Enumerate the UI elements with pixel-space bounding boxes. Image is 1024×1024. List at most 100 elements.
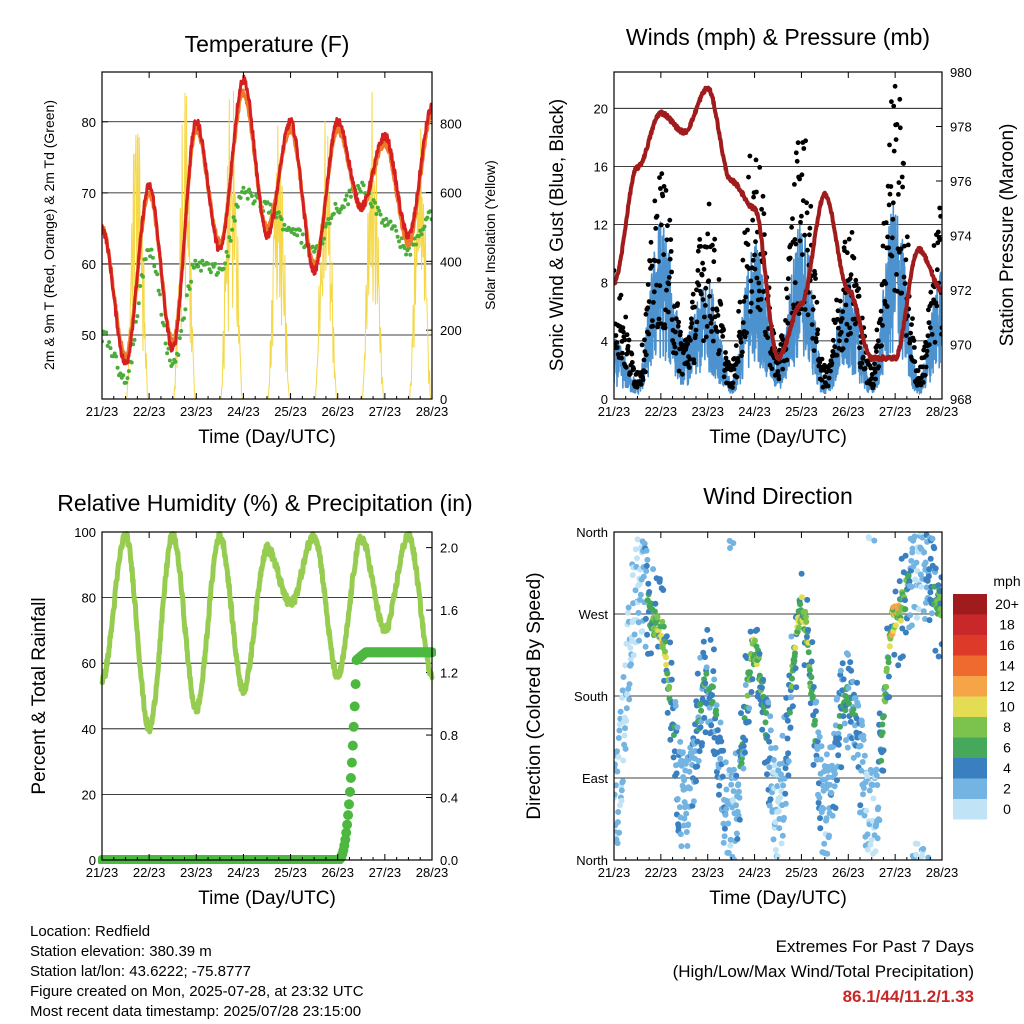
direction-point — [818, 743, 825, 750]
gust-point — [846, 236, 852, 242]
direction-point — [742, 737, 749, 744]
gust-point — [843, 302, 849, 308]
direction-point — [707, 636, 714, 643]
wind-xtick-label: 23/23 — [691, 404, 724, 419]
legend-label: 2 — [1003, 781, 1011, 797]
direction-point — [660, 623, 667, 630]
precip-point — [345, 773, 356, 783]
dewpoint-series-point — [213, 261, 218, 266]
dewpoint-series-point — [374, 212, 379, 216]
direction-point — [793, 684, 800, 691]
temp-xtick-label: 28/23 — [416, 404, 449, 419]
gust-point — [912, 345, 917, 350]
gust-point — [902, 243, 907, 249]
rh-y2tick-label: 2.0 — [440, 541, 458, 556]
direction-point — [872, 848, 879, 855]
direction-point — [845, 685, 852, 691]
direction-point — [886, 643, 893, 650]
dewpoint-series-point — [248, 190, 253, 195]
gust-point — [734, 374, 740, 380]
direction-point — [772, 847, 779, 853]
direction-point — [727, 836, 734, 843]
direction-point — [620, 757, 627, 764]
direction-point — [713, 711, 720, 718]
direction-point — [788, 694, 795, 701]
direction-point — [626, 681, 633, 688]
direction-point — [766, 764, 773, 771]
dir-ytick-label: North — [576, 853, 608, 868]
direction-point — [873, 772, 880, 779]
dewpoint-series-point — [327, 221, 332, 226]
gust-point — [840, 346, 846, 351]
gust-point — [784, 357, 790, 363]
dewpoint-series-point — [141, 274, 145, 279]
direction-point — [620, 674, 627, 680]
dewpoint-series-point — [373, 200, 377, 205]
gust-point — [804, 200, 809, 206]
gust-point — [665, 223, 670, 229]
dewpoint-series-point — [135, 314, 140, 319]
gust-point — [817, 360, 823, 365]
direction-point — [692, 748, 699, 754]
gust-point — [647, 258, 653, 264]
direction-point — [770, 836, 777, 843]
legend-swatch — [953, 655, 987, 676]
gust-point — [803, 138, 808, 144]
direction-point — [637, 591, 644, 598]
direction-point — [939, 607, 942, 614]
direction-point — [919, 853, 925, 860]
direction-point — [932, 647, 939, 654]
direction-point — [717, 719, 724, 726]
gust-point — [762, 232, 767, 238]
gust-point — [666, 309, 671, 315]
location-text: Location: Redfield — [30, 923, 151, 940]
direction-point — [858, 767, 865, 774]
gust-point — [620, 350, 625, 356]
gust-point — [690, 291, 696, 297]
direction-point — [756, 672, 763, 679]
direction-point — [817, 825, 824, 832]
dewpoint-series-point — [230, 227, 235, 232]
wind-ylabel-left: Sonic Wind & Gust (Blue, Black) — [547, 99, 568, 371]
direction-point — [841, 720, 848, 727]
gust-point — [814, 339, 819, 345]
precip-point — [350, 679, 361, 690]
dewpoint-series-point — [183, 307, 188, 312]
direction-point — [676, 804, 683, 811]
direction-point — [920, 845, 927, 852]
direction-point — [742, 682, 749, 688]
direction-point — [721, 833, 728, 840]
direction-point — [704, 626, 711, 633]
gust-point — [675, 323, 681, 329]
gust-point — [848, 272, 854, 278]
direction-point — [896, 578, 903, 585]
gust-point — [889, 253, 895, 259]
direction-point — [820, 805, 827, 812]
gust-point — [742, 334, 748, 340]
direction-point — [662, 638, 669, 645]
direction-point — [876, 817, 883, 824]
gust-point — [858, 364, 863, 370]
direction-point — [636, 637, 642, 644]
gust-point — [623, 314, 629, 320]
gust-point — [789, 224, 794, 230]
dewpoint-series-point — [370, 204, 375, 209]
gust-point — [646, 331, 652, 337]
direction-point — [835, 741, 842, 748]
gust-point — [837, 338, 842, 344]
direction-point — [619, 687, 626, 694]
gust-point — [807, 225, 813, 231]
direction-point — [938, 641, 942, 648]
direction-point — [660, 587, 667, 593]
direction-point — [654, 613, 661, 620]
gust-point — [695, 248, 701, 254]
gust-point — [785, 295, 790, 301]
dewpoint-series-point — [429, 217, 432, 222]
dewpoint-series-point — [228, 238, 233, 243]
temp-xtick-label: 22/23 — [133, 404, 166, 419]
gust-point — [680, 371, 685, 377]
direction-point — [866, 535, 873, 542]
direction-point — [764, 733, 771, 740]
direction-point — [773, 771, 780, 778]
gust-point — [687, 365, 692, 370]
